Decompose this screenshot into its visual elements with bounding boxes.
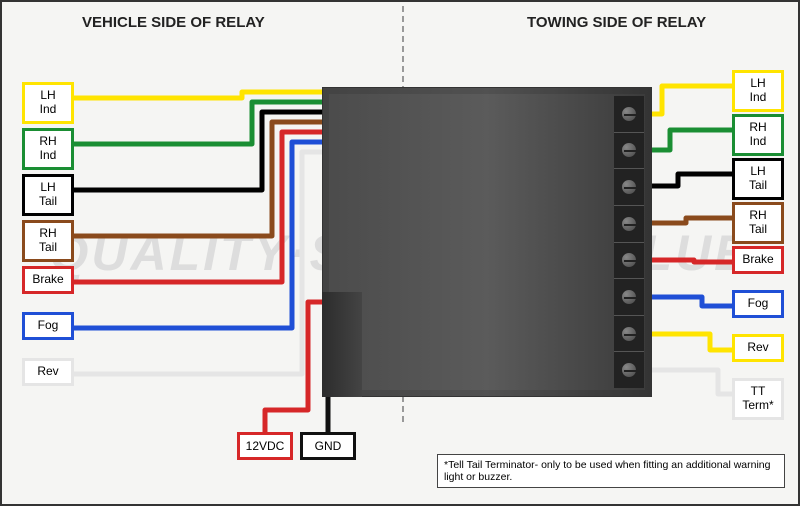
terminal-screw	[614, 206, 644, 243]
vehicle-signal-box: LH Ind	[22, 82, 74, 124]
vehicle-signal-box: RH Ind	[22, 128, 74, 170]
terminal-strip	[614, 96, 644, 388]
vehicle-signal-box: LH Tail	[22, 174, 74, 216]
towing-signal-box: Brake	[732, 246, 784, 274]
terminal-screw	[614, 316, 644, 353]
relay-body	[322, 87, 652, 397]
relay-sub-body	[322, 292, 362, 397]
terminal-screw	[614, 96, 644, 133]
power-gnd-box: GND	[300, 432, 356, 460]
towing-signal-box: LH Tail	[732, 158, 784, 200]
terminal-screw	[614, 352, 644, 388]
towing-signal-box: Rev	[732, 334, 784, 362]
vehicle-signal-box: Brake	[22, 266, 74, 294]
diagram-frame: QUALITY·SERVICE·VALUE VEHICLE SIDE OF RE…	[0, 0, 800, 506]
terminal-screw	[614, 133, 644, 170]
towing-signal-box: Fog	[732, 290, 784, 318]
towing-signal-box: RH Tail	[732, 202, 784, 244]
towing-signal-box: TT Term*	[732, 378, 784, 420]
terminal-screw	[614, 279, 644, 316]
power-12vdc-box: 12VDC	[237, 432, 293, 460]
terminal-screw	[614, 243, 644, 280]
footnote-text: *Tell Tail Terminator- only to be used w…	[437, 454, 785, 488]
terminal-screw	[614, 169, 644, 206]
towing-signal-box: RH Ind	[732, 114, 784, 156]
vehicle-signal-box: Rev	[22, 358, 74, 386]
vehicle-signal-box: Fog	[22, 312, 74, 340]
vehicle-signal-box: RH Tail	[22, 220, 74, 262]
towing-signal-box: LH Ind	[732, 70, 784, 112]
